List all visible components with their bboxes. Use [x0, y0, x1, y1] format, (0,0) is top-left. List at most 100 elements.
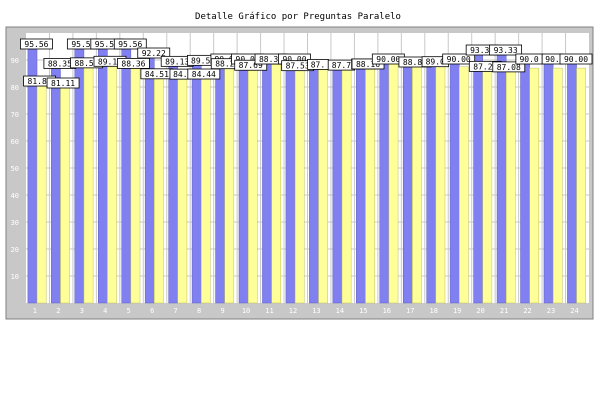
x-tick-label: 1 — [33, 307, 37, 315]
bar-series-1 — [449, 59, 460, 304]
data-label-box — [234, 59, 268, 71]
data-label-box — [117, 58, 150, 69]
data-label-series-1: 89.5 — [187, 54, 215, 66]
bar-series-2 — [341, 65, 352, 304]
data-label: 88.26 — [215, 60, 239, 69]
y-tick-label: 30 — [11, 219, 19, 227]
bar-series-2 — [482, 67, 493, 304]
data-label: 89.13 — [165, 57, 189, 66]
chart-title: Detalle Gráfico por Preguntas Paralelo — [195, 12, 401, 22]
x-tick-label: 7 — [174, 307, 178, 315]
data-label: 93.33 — [470, 46, 494, 55]
data-label-series-2: 81.11 — [46, 77, 80, 89]
x-tick-label: 24 — [570, 307, 578, 315]
data-label: 89.15 — [98, 57, 122, 66]
data-label-series-1: 92.22 — [137, 47, 171, 59]
y-tick-label: 70 — [11, 111, 19, 119]
bar-series-1 — [51, 64, 61, 304]
x-tick-label: 14 — [336, 307, 344, 315]
bar-series-2 — [576, 67, 586, 304]
bar-series-1 — [121, 44, 132, 304]
data-label-box — [559, 53, 593, 65]
data-label: 90.0 — [519, 55, 538, 64]
data-label: 81.11 — [51, 79, 75, 88]
bar-series-2 — [36, 81, 47, 304]
bar-series-2 — [200, 74, 211, 304]
data-label: 95.56 — [95, 40, 119, 49]
data-label: 87.69 — [239, 61, 263, 70]
bar-series-2 — [529, 67, 540, 304]
x-tick-label: 10 — [242, 307, 250, 315]
x-tick-label: 21 — [500, 307, 508, 315]
data-label: 84.51 — [145, 70, 169, 79]
data-label: 95.56 — [71, 40, 95, 49]
bar-series-1 — [332, 65, 343, 304]
data-label-series-2: 87.08 — [492, 61, 526, 73]
data-label: 88.36 — [121, 59, 145, 68]
data-label: 93.33 — [494, 46, 518, 55]
bar-series-2 — [412, 62, 422, 304]
bar-series-1 — [543, 59, 554, 304]
data-label-series-2: 84.44 — [187, 68, 221, 80]
data-label-box — [20, 38, 53, 50]
data-label-series-2: 87.69 — [234, 59, 268, 71]
bar-series-1 — [285, 59, 296, 304]
bar-series-2 — [365, 64, 375, 304]
data-label: 87.27 — [473, 62, 497, 71]
bar-series-1 — [144, 53, 155, 304]
bar-series-1 — [356, 64, 366, 304]
bar-series-2 — [224, 64, 235, 304]
x-tick-label: 5 — [127, 307, 131, 315]
bar-series-2 — [388, 62, 399, 304]
bar-series-1 — [98, 44, 108, 304]
y-tick-label: 60 — [11, 138, 19, 146]
data-label-series-1: 87. — [307, 59, 329, 70]
data-label: 81.84 — [28, 77, 52, 86]
y-tick-label: 90 — [11, 57, 19, 65]
data-label-series-1: 90.0 — [515, 53, 543, 65]
data-label: 87.08 — [497, 63, 521, 72]
x-tick-label: 9 — [220, 307, 224, 315]
data-label-series-1: 87.7 — [327, 59, 356, 71]
data-label-box — [492, 61, 526, 73]
x-tick-label: 12 — [289, 307, 297, 315]
bar-series-1 — [567, 59, 577, 304]
data-label: 90. — [545, 55, 559, 64]
bar-series-1 — [215, 59, 225, 304]
bar-series-1 — [426, 62, 437, 304]
data-label: 88.35 — [48, 59, 72, 68]
bar-series-1 — [191, 61, 202, 304]
x-tick-label: 22 — [523, 307, 531, 315]
y-tick-label: 20 — [11, 246, 19, 254]
x-tick-label: 16 — [383, 307, 391, 315]
data-label: 90.00 — [564, 55, 588, 64]
data-label-series-1: 90.00 — [442, 53, 476, 65]
data-label: 88.16 — [356, 60, 380, 69]
bar-series-1 — [262, 59, 272, 304]
bar-series-2 — [247, 65, 258, 304]
data-label: 90.00 — [282, 55, 306, 64]
bar-series-2 — [60, 83, 70, 304]
data-label: 95.56 — [24, 40, 48, 49]
x-tick-label: 11 — [265, 307, 273, 315]
data-label: 89.0 — [426, 58, 445, 67]
data-label: 95.56 — [118, 40, 142, 49]
data-label: 90.00 — [376, 55, 400, 64]
data-label-box — [187, 68, 221, 80]
data-label: 90.00 — [236, 55, 260, 64]
bar-series-1 — [496, 50, 507, 304]
data-label: 88.89 — [403, 58, 427, 67]
bar-series-2 — [130, 64, 141, 304]
y-tick-label: 10 — [11, 273, 19, 281]
bar-series-2 — [177, 74, 188, 304]
x-tick-label: 18 — [429, 307, 437, 315]
data-label: 88.57 — [74, 59, 98, 68]
data-label-box — [113, 38, 147, 50]
x-tick-label: 17 — [406, 307, 414, 315]
data-label-series-2: 88.36 — [117, 58, 150, 69]
x-tick-label: 4 — [103, 307, 107, 315]
data-label: 90.00 — [447, 55, 471, 64]
data-label-box — [442, 53, 476, 65]
